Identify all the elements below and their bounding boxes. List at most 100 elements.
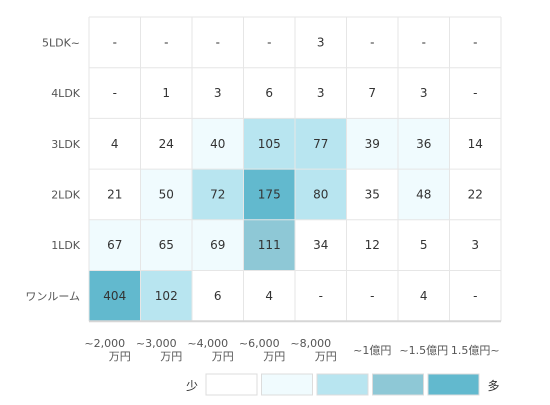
- heatmap-cell: [192, 219, 244, 271]
- legend-swatch: [372, 373, 424, 396]
- cell-value-label: 72: [210, 187, 225, 201]
- row-tick-label: ワンルーム: [25, 290, 80, 303]
- heatmap-cell: [89, 219, 141, 271]
- column-tick-label: 万円: [109, 350, 131, 363]
- heatmap-cell: [243, 118, 295, 170]
- heatmap-cell: [398, 219, 450, 271]
- cell-value-label: 40: [210, 137, 225, 151]
- heatmap-cell: [140, 270, 192, 322]
- heatmap-cell: [243, 219, 295, 271]
- cell-value-label: -: [473, 86, 477, 100]
- cell-value-label: -: [113, 86, 117, 100]
- cell-value-label: -: [370, 289, 374, 303]
- cell-value-label: 102: [155, 289, 178, 303]
- cell-value-label: 22: [468, 187, 483, 201]
- cell-value-label: 1: [162, 86, 170, 100]
- column-labels: ~2,000万円~3,000万円~4,000万円~6,000万円~8,000万円…: [84, 337, 499, 363]
- heatmap-cell: [398, 67, 450, 119]
- heatmap-cell: [346, 17, 398, 68]
- heatmap-grid: [88, 16, 502, 323]
- cell-value-label: 105: [258, 137, 281, 151]
- heatmap-cell: [192, 118, 244, 170]
- column-tick-label: 万円: [263, 350, 285, 363]
- row-labels: 5LDK~ 4LDK 3LDK 2LDK 1LDK ワンルーム: [25, 36, 80, 303]
- cell-value-label: 4: [420, 289, 428, 303]
- column-tick-label: 万円: [160, 350, 182, 363]
- cell-value-label: 4: [111, 137, 119, 151]
- heatmap-cell: [89, 169, 141, 220]
- cell-value-label: 3: [317, 35, 325, 49]
- legend-low-label: 少: [186, 379, 198, 393]
- row-tick-label: 4LDK: [51, 87, 81, 100]
- column-tick-label: 万円: [212, 350, 234, 363]
- column-tick-label: ~1億円: [353, 344, 391, 357]
- column-tick-label: ~2,000: [84, 337, 125, 350]
- cell-value-label: 77: [313, 137, 328, 151]
- heatmap-cell: [243, 17, 295, 68]
- row-tick-label: 5LDK~: [42, 36, 80, 49]
- cell-value-label: 21: [107, 187, 122, 201]
- cell-value-label: 67: [107, 238, 122, 252]
- cell-value-label: 5: [420, 238, 428, 252]
- column-tick-label: 1.5億円~: [451, 344, 500, 357]
- row-tick-label: 3LDK: [51, 138, 81, 151]
- heatmap-cell: [295, 270, 347, 322]
- legend-swatch: [261, 373, 313, 396]
- heatmap-cell: [89, 17, 141, 68]
- heatmap-cell: [449, 118, 501, 170]
- heatmap-cell: [449, 169, 501, 220]
- cell-value-label: 80: [313, 187, 328, 201]
- cell-value-label: 35: [365, 187, 380, 201]
- heatmap-cell: [89, 67, 141, 119]
- cell-value-label: 12: [365, 238, 380, 252]
- heatmap-cell: [192, 17, 244, 68]
- cell-value-label: 3: [317, 86, 325, 100]
- cell-value-label: 69: [210, 238, 225, 252]
- legend-swatch: [316, 373, 369, 396]
- heatmap-cell: [243, 270, 295, 322]
- heatmap-cell: [295, 118, 347, 170]
- cell-value-label: 111: [258, 238, 281, 252]
- heatmap-cell: [346, 219, 398, 271]
- heatmap-cell: [295, 67, 347, 119]
- heatmap-cell: [398, 169, 450, 220]
- heatmap-cell: [140, 67, 192, 119]
- cell-value-label: 24: [159, 137, 174, 151]
- cell-value-label: 34: [313, 238, 328, 252]
- cell-value-label: -: [267, 35, 271, 49]
- cell-value-label: -: [473, 35, 477, 49]
- cell-value-label: 50: [159, 187, 174, 201]
- heatmap-cell: [140, 118, 192, 170]
- cell-value-label: -: [113, 35, 117, 49]
- cell-value-label: 3: [471, 238, 479, 252]
- cell-value-label: 48: [416, 187, 431, 201]
- heatmap-cell: [140, 17, 192, 68]
- cell-value-label: -: [422, 35, 426, 49]
- heatmap-cell: [140, 169, 192, 220]
- column-tick-label: ~1.5億円: [399, 344, 448, 357]
- cell-value-label: -: [216, 35, 220, 49]
- row-tick-label: 1LDK: [51, 239, 81, 252]
- heatmap-cell: [346, 67, 398, 119]
- cell-value-label: 14: [468, 137, 483, 151]
- heatmap-cell: [243, 67, 295, 119]
- cell-value-label: 4: [265, 289, 273, 303]
- heatmap-cell: [398, 270, 450, 322]
- legend-high-label: 多: [488, 379, 500, 393]
- heatmap-cell: [346, 169, 398, 220]
- heatmap-cell: [295, 17, 347, 68]
- heatmap-cell: [89, 270, 141, 322]
- cell-value-label: 39: [365, 137, 380, 151]
- cell-value-label: 36: [416, 137, 431, 151]
- heatmap-cell: [449, 270, 501, 322]
- heatmap-cell: [295, 169, 347, 220]
- heatmap-cell: [398, 17, 450, 68]
- heatmap-cell: [346, 270, 398, 322]
- legend: 少多: [186, 373, 500, 396]
- column-tick-label: ~8,000: [290, 337, 331, 350]
- column-tick-label: ~3,000: [136, 337, 177, 350]
- cell-value-label: 175: [258, 187, 281, 201]
- heatmap-cell: [243, 169, 295, 220]
